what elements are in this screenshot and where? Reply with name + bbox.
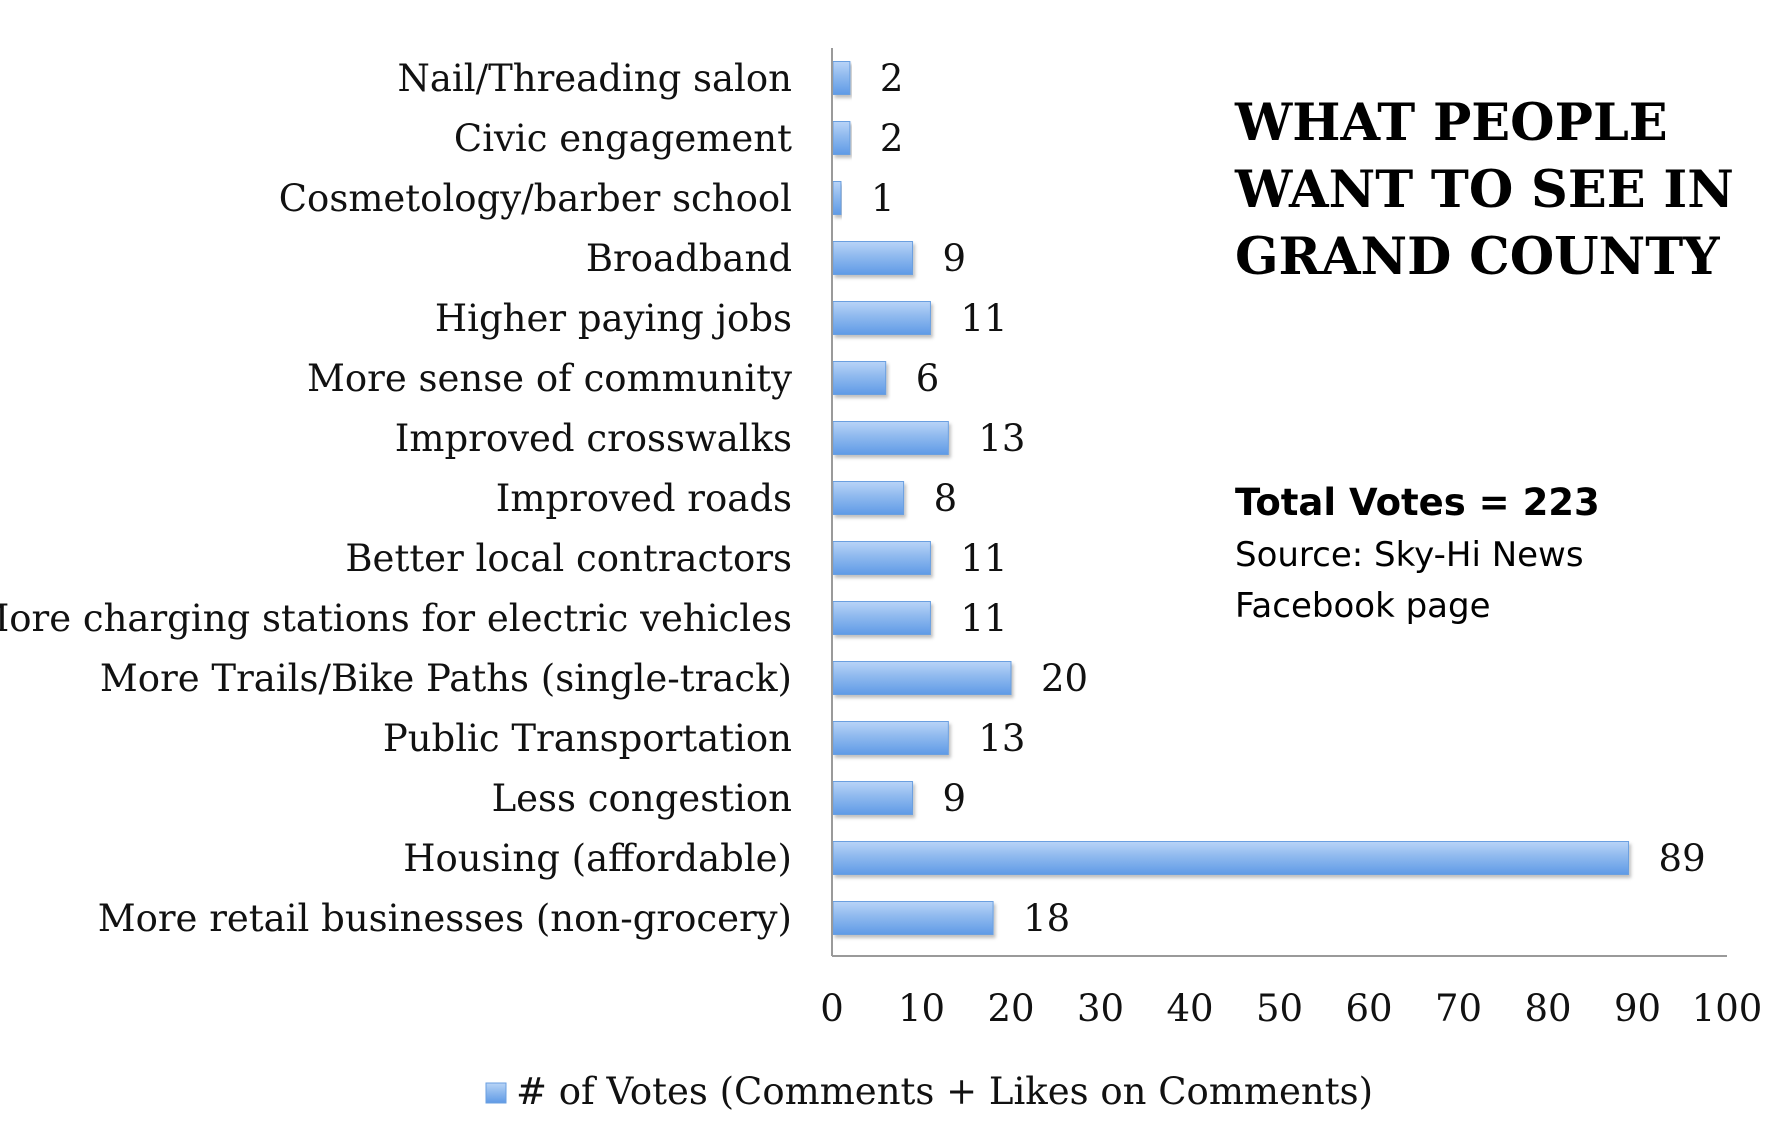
category-label: More Trails/Bike Paths (single-track) [100,657,792,700]
category-label: More charging stations for electric vehi… [0,597,792,640]
bar [832,721,949,755]
category-label: Public Transportation [383,717,792,760]
category-label: Housing (affordable) [403,837,792,880]
data-label: 11 [960,297,1007,340]
labels-group: Nail/Threading salon 2 Civic engagement 2 Co… [0,57,1762,1030]
total-votes-note: Total Votes = 223 [1235,481,1600,524]
bar [832,601,931,635]
bar [832,121,851,155]
category-label: Less congestion [492,777,792,820]
data-label: 18 [1023,897,1070,940]
axes-group [831,48,1727,957]
data-label: 6 [916,357,940,400]
legend-swatch [485,1082,507,1104]
x-tick-label: 30 [1077,987,1124,1030]
data-label: 2 [880,57,904,100]
bar [832,781,914,815]
data-label: 1 [871,177,895,220]
category-label: Improved crosswalks [395,417,792,460]
bar [832,481,905,515]
data-label: 11 [960,537,1007,580]
data-label: 13 [978,417,1025,460]
source-note-line-1: Source: Sky-Hi News [1235,535,1584,575]
x-tick-label: 100 [1692,987,1763,1030]
bar [832,301,931,335]
x-tick-label: 0 [820,987,844,1030]
x-tick-label: 10 [898,987,945,1030]
bar [832,361,887,395]
data-label: 9 [943,237,967,280]
data-label: 11 [960,597,1007,640]
data-label: 13 [978,717,1025,760]
category-label: Nail/Threading salon [398,57,793,100]
bars-group [832,61,1630,935]
x-tick-label: 40 [1166,987,1213,1030]
x-tick-label: 20 [987,987,1034,1030]
bar [832,241,914,275]
bar [832,841,1630,875]
x-tick-label: 90 [1614,987,1661,1030]
bar [832,901,994,935]
category-label: Improved roads [496,477,792,520]
chart-title-line-3: GRAND COUNTY [1235,227,1720,287]
category-label: Broadband [586,237,792,280]
bar [832,421,949,455]
x-tick-label: 60 [1345,987,1392,1030]
bar [832,541,931,575]
bar [832,61,851,95]
x-tick-label: 70 [1435,987,1482,1030]
category-label: Better local contractors [345,537,792,580]
source-note-line-2: Facebook page [1235,586,1490,626]
data-label: 89 [1659,837,1706,880]
category-label: Cosmetology/barber school [279,177,792,220]
bar [832,181,842,215]
category-label: More retail businesses (non-grocery) [98,897,792,940]
category-label: More sense of community [307,357,792,400]
data-label: 8 [934,477,958,520]
x-tick-label: 50 [1256,987,1303,1030]
x-tick-label: 80 [1524,987,1571,1030]
legend-label: # of Votes (Comments + Likes on Comments… [516,1070,1373,1113]
data-label: 20 [1041,657,1088,700]
data-label: 2 [880,117,904,160]
category-label: Higher paying jobs [435,297,792,340]
chart-title-line-1: WHAT PEOPLE [1234,93,1668,153]
category-label: Civic engagement [454,117,792,160]
data-label: 9 [943,777,967,820]
chart-title-line-2: WANT TO SEE IN [1234,160,1734,220]
bar [832,661,1012,695]
